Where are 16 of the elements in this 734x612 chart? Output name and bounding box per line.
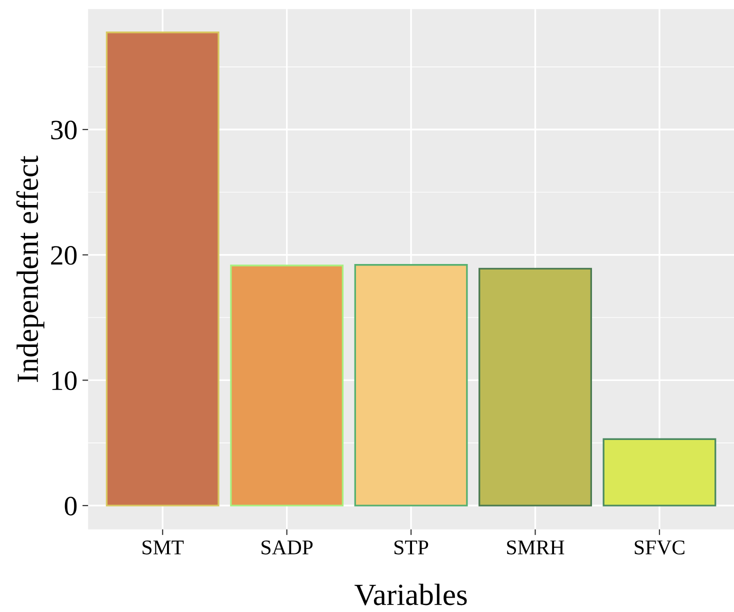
x-tick-label: SMRH [507,540,564,554]
y-tick-label: 20 [51,246,77,265]
bar [478,268,592,506]
y-tick-label: 0 [64,496,77,516]
x-tick-label: SADP [262,540,313,554]
bar [354,264,468,506]
bar [230,264,344,506]
x-axis-title: Variables [354,584,467,606]
x-tick-label: SMT [142,540,184,554]
x-tick-label: STP [394,540,428,554]
x-tick-label: SFVC [634,540,684,555]
bar [106,32,220,506]
y-axis-title: Independent effect [16,156,44,382]
bar [602,438,716,506]
y-tick-label: 10 [52,371,77,390]
y-tick-label: 30 [51,120,77,140]
